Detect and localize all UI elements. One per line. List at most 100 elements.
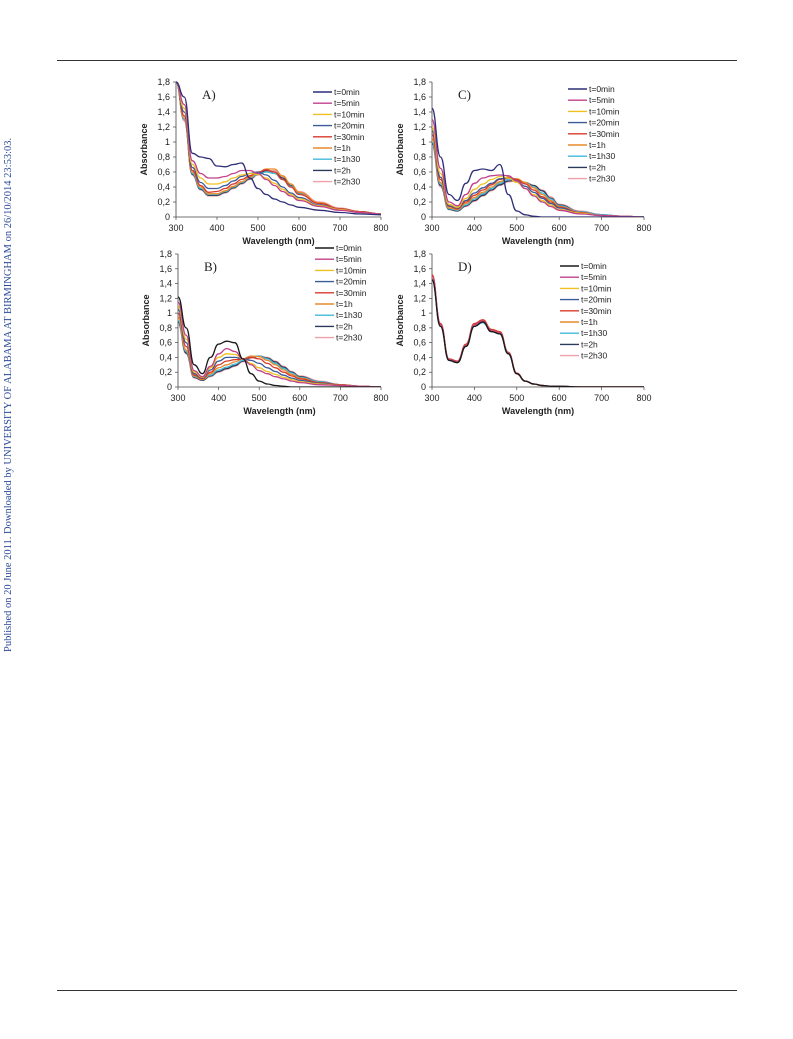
legend-label: t=2h <box>581 339 598 349</box>
y-tick-label: 1,2 <box>413 293 426 303</box>
legend-label: t=30min <box>336 288 367 298</box>
y-tick-label: 0 <box>167 382 172 392</box>
x-tick-label: 400 <box>209 223 224 233</box>
legend-label: t=30min <box>581 306 612 316</box>
legend-label: t=5min <box>334 98 360 108</box>
y-tick-label: 0 <box>421 382 426 392</box>
series-lines <box>178 296 381 387</box>
legend-label: t=10min <box>336 265 367 275</box>
series-lines <box>176 81 381 216</box>
y-tick-label: 1 <box>167 308 172 318</box>
top-rule <box>57 60 737 61</box>
legend-label: t=20min <box>334 121 365 131</box>
series-line <box>432 118 644 217</box>
legend-label: t=0min <box>581 261 607 271</box>
y-tick-label: 0,8 <box>157 152 170 162</box>
x-tick-label: 300 <box>168 223 183 233</box>
y-tick-label: 1,4 <box>159 279 172 289</box>
legend-label: t=1h30 <box>589 151 616 161</box>
y-tick-label: 1,6 <box>159 264 172 274</box>
legend-label: t=30min <box>334 132 365 142</box>
series-line <box>432 279 644 387</box>
chart-panel-c: 0 0,2 0,4 0,6 0,8 1 1,2 1,4 1,6 1,8 300 400 500 600 70… <box>395 77 652 246</box>
y-axis-label: Absorbance <box>395 294 405 346</box>
y-tick-label: 0,2 <box>157 197 170 207</box>
legend-label: t=5min <box>336 254 362 264</box>
x-tick-label: 800 <box>636 393 651 403</box>
series-lines <box>432 274 644 387</box>
panel-label: C) <box>458 87 471 102</box>
y-tick-label: 1,8 <box>157 77 170 87</box>
y-tick-label: 1,2 <box>157 122 170 132</box>
panel-label: B) <box>204 259 217 274</box>
y-tick-label: 0,8 <box>413 323 426 333</box>
series-line <box>432 274 644 387</box>
x-axis-label: Wavelength (nm) <box>502 406 574 416</box>
series-line <box>432 107 644 217</box>
x-axis-label: Wavelength (nm) <box>243 406 315 416</box>
chart-panel-b: 0 0,2 0,4 0,6 0,8 1 1,2 1,4 1,6 1,8 300 400 500 600 70… <box>141 243 389 416</box>
y-tick-label: 0 <box>421 212 426 222</box>
y-tick-label: 1,4 <box>413 279 426 289</box>
x-tick-label: 600 <box>552 393 567 403</box>
y-axis-label: Absorbance <box>395 123 405 175</box>
legend-label: t=2h <box>336 321 353 331</box>
y-tick-label: 0,2 <box>413 367 426 377</box>
legend-label: t=20min <box>581 295 612 305</box>
y-tick-label: 0,2 <box>413 197 426 207</box>
y-tick-label: 0 <box>165 212 170 222</box>
x-tick-label: 800 <box>636 223 651 233</box>
legend-label: t=2h <box>589 162 606 172</box>
y-tick-label: 1 <box>165 137 170 147</box>
legend-label: t=0min <box>589 84 615 94</box>
x-tick-label: 500 <box>250 223 265 233</box>
legend-label: t=2h <box>334 165 351 175</box>
x-axis-label: Wavelength (nm) <box>242 236 314 246</box>
legend-label: t=20min <box>336 277 367 287</box>
y-tick-label: 0,8 <box>159 323 172 333</box>
y-tick-label: 0,6 <box>157 167 170 177</box>
legend-label: t=2h30 <box>334 177 361 187</box>
x-tick-label: 400 <box>211 393 226 403</box>
y-axis-label: Absorbance <box>139 123 149 175</box>
x-tick-label: 700 <box>333 393 348 403</box>
chart-panel-d: 0 0,2 0,4 0,6 0,8 1 1,2 1,4 1,6 1,8 300 400 500 600 70… <box>395 249 652 416</box>
legend-label: t=1h <box>581 317 598 327</box>
legend-label: t=10min <box>581 283 612 293</box>
y-tick-label: 1,6 <box>413 264 426 274</box>
legend-label: t=5min <box>581 272 607 282</box>
y-tick-label: 0,4 <box>157 182 170 192</box>
y-tick-label: 1,6 <box>157 92 170 102</box>
x-tick-label: 700 <box>594 223 609 233</box>
legend-label: t=2h30 <box>589 174 616 184</box>
panel-label: A) <box>202 87 216 102</box>
legend-label: t=1h30 <box>581 328 608 338</box>
y-tick-label: 0,6 <box>413 338 426 348</box>
series-line <box>176 81 381 216</box>
legend-label: t=10min <box>334 109 365 119</box>
legend-label: t=1h <box>589 140 606 150</box>
x-tick-label: 600 <box>552 223 567 233</box>
x-tick-label: 600 <box>292 393 307 403</box>
x-tick-label: 600 <box>291 223 306 233</box>
y-tick-label: 1,4 <box>157 107 170 117</box>
legend-label: t=1h <box>334 143 351 153</box>
legend-label: t=2h30 <box>336 333 363 343</box>
series-line <box>178 301 381 387</box>
series-line <box>432 126 644 217</box>
series-line <box>432 275 644 387</box>
x-tick-label: 400 <box>467 223 482 233</box>
x-tick-label: 500 <box>509 393 524 403</box>
legend-label: t=20min <box>589 118 620 128</box>
y-tick-label: 1,8 <box>413 77 426 87</box>
legend-label: t=0min <box>334 87 360 97</box>
x-tick-label: 800 <box>373 393 388 403</box>
x-tick-label: 800 <box>373 223 388 233</box>
y-tick-label: 1,6 <box>413 92 426 102</box>
legend-label: t=1h <box>336 299 353 309</box>
y-tick-label: 1 <box>421 308 426 318</box>
y-tick-label: 0,6 <box>159 338 172 348</box>
